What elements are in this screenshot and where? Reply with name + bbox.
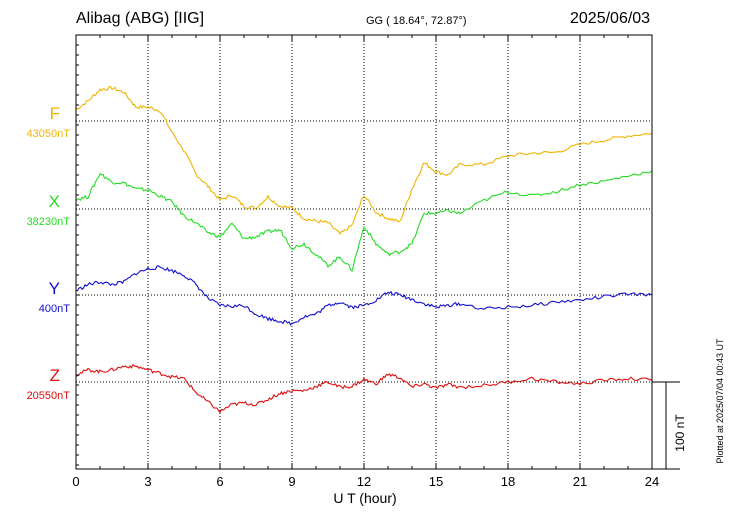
- label-F: F: [49, 104, 60, 123]
- baseline-Z: 20550nT: [26, 390, 70, 402]
- station-title: Alibag (ABG) [IIG]: [76, 10, 205, 27]
- label-Z: Z: [49, 366, 60, 385]
- series-line-X: [75, 170, 653, 273]
- x-tick: 24: [644, 474, 660, 489]
- baseline-Y: 400nT: [38, 303, 70, 315]
- baseline-X: 38230nT: [26, 216, 70, 228]
- x-tick: 6: [216, 474, 224, 489]
- x-tick: 12: [356, 474, 372, 489]
- x-axis-label: U T (hour): [333, 490, 397, 506]
- series-line-Y: [76, 265, 653, 326]
- x-tick: 15: [428, 474, 444, 489]
- series-line-F: [75, 85, 653, 236]
- x-tick: 21: [572, 474, 588, 489]
- baseline-F: 43050nT: [26, 128, 70, 140]
- plot-frame: [75, 34, 680, 470]
- label-X: X: [48, 192, 60, 211]
- grid: [76, 35, 652, 469]
- x-tick: 3: [144, 474, 152, 489]
- series-line-Z: [75, 363, 653, 414]
- x-tick: 9: [288, 474, 296, 489]
- label-Y: Y: [48, 279, 60, 298]
- plotted-footnote: Plotted at 2025/07/04 00:43 UT: [715, 338, 725, 464]
- series-lines: [75, 85, 653, 414]
- x-tick: 0: [72, 474, 80, 489]
- x-tick: 18: [500, 474, 516, 489]
- station-coordinates: GG ( 18.64°, 72.87°): [366, 15, 467, 27]
- plot-date: 2025/06/03: [570, 10, 651, 27]
- scale-bar-label: 100 nT: [673, 414, 687, 452]
